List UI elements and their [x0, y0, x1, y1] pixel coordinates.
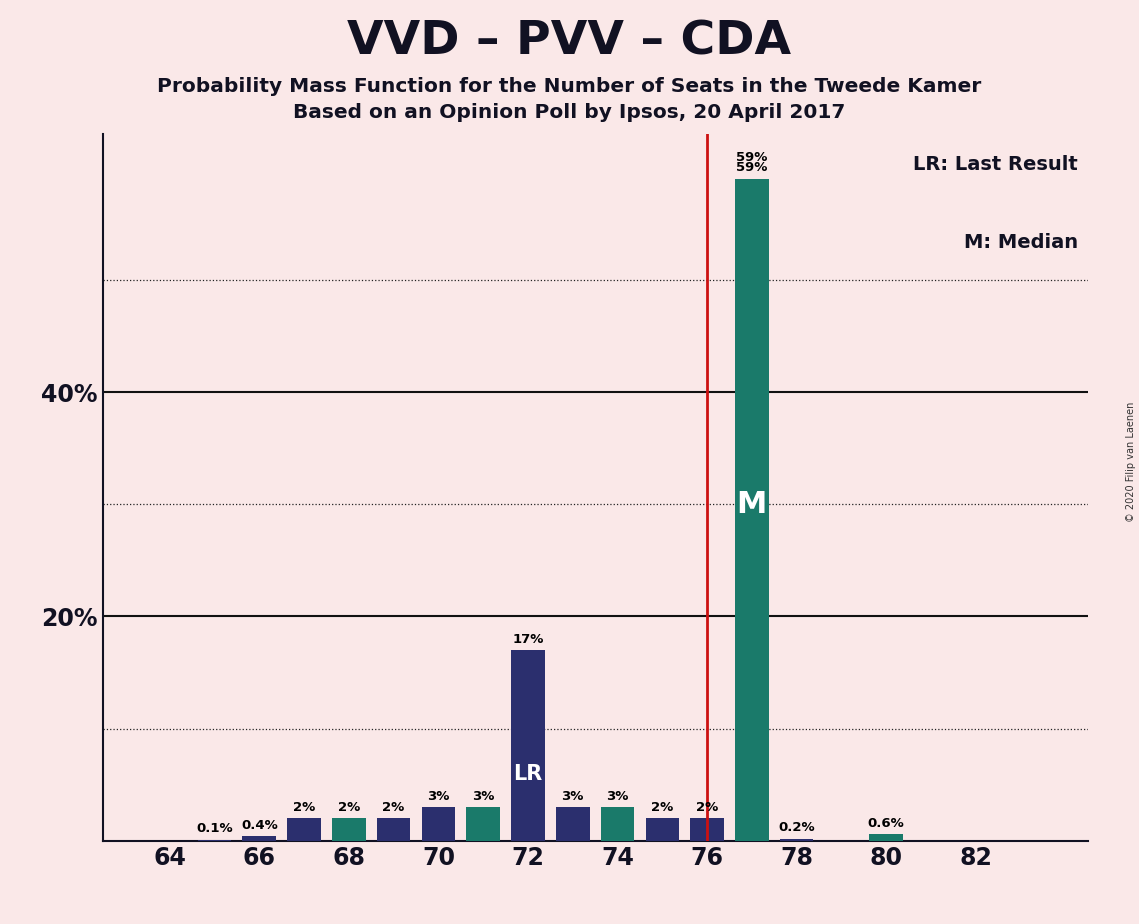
Bar — [735, 179, 769, 841]
Text: 59%: 59% — [736, 151, 768, 164]
Bar — [421, 808, 456, 841]
Text: 0.4%: 0.4% — [240, 819, 278, 832]
Text: 2%: 2% — [337, 801, 360, 814]
Bar — [333, 819, 366, 841]
Text: 17%: 17% — [513, 633, 543, 646]
Bar — [556, 808, 590, 841]
Text: Probability Mass Function for the Number of Seats in the Tweede Kamer: Probability Mass Function for the Number… — [157, 78, 982, 96]
Text: LR: LR — [514, 763, 542, 784]
Bar — [511, 650, 544, 841]
Text: LR: Last Result: LR: Last Result — [913, 155, 1077, 175]
Text: 2%: 2% — [652, 801, 673, 814]
Text: 2%: 2% — [383, 801, 404, 814]
Bar — [198, 840, 231, 841]
Bar — [287, 819, 321, 841]
Bar — [690, 819, 724, 841]
Text: 2%: 2% — [696, 801, 719, 814]
Text: VVD – PVV – CDA: VVD – PVV – CDA — [347, 19, 792, 64]
Bar — [600, 808, 634, 841]
Text: 3%: 3% — [562, 790, 584, 803]
Text: 0.6%: 0.6% — [868, 817, 904, 830]
Bar — [243, 836, 276, 841]
Text: © 2020 Filip van Laenen: © 2020 Filip van Laenen — [1126, 402, 1136, 522]
Text: 0.1%: 0.1% — [196, 822, 232, 835]
Text: 59%: 59% — [736, 162, 768, 175]
Text: 3%: 3% — [472, 790, 494, 803]
Bar — [780, 839, 813, 841]
Bar — [869, 834, 903, 841]
Text: M: Median: M: Median — [964, 233, 1077, 252]
Bar — [466, 808, 500, 841]
Text: 2%: 2% — [293, 801, 316, 814]
Text: 3%: 3% — [606, 790, 629, 803]
Text: 3%: 3% — [427, 790, 450, 803]
Text: 0.2%: 0.2% — [778, 821, 816, 834]
Bar — [646, 819, 679, 841]
Bar — [377, 819, 410, 841]
Text: M: M — [737, 490, 767, 518]
Text: Based on an Opinion Poll by Ipsos, 20 April 2017: Based on an Opinion Poll by Ipsos, 20 Ap… — [294, 103, 845, 122]
